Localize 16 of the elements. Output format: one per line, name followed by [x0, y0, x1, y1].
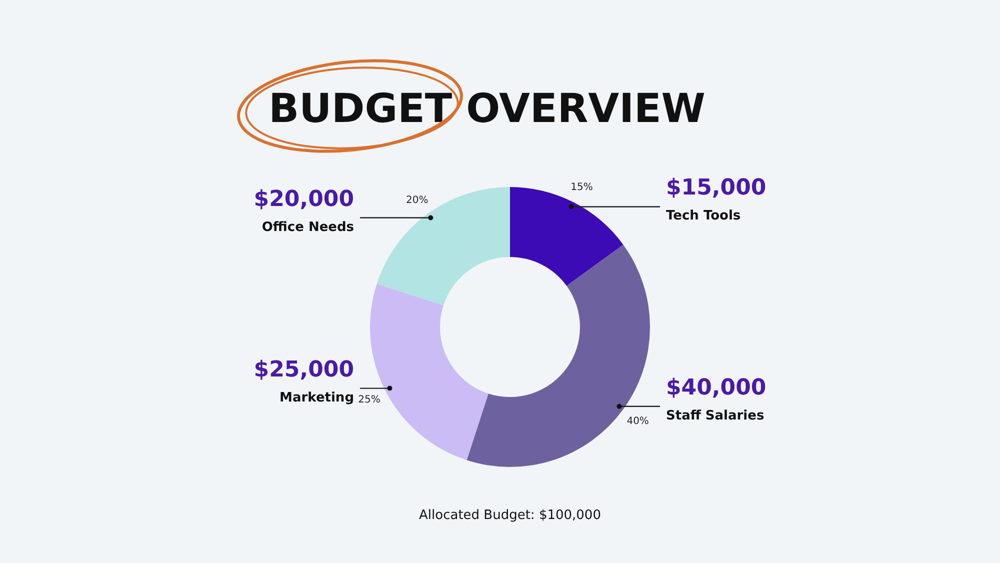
- data-label: $15,000: [666, 176, 766, 201]
- slice-label: Marketing: [280, 390, 354, 406]
- text: 40%: [626, 416, 649, 427]
- chart-title: BUDGET OVERVIEW: [268, 86, 706, 132]
- data-label: $20,000: [254, 186, 354, 212]
- slice-label: Tech Tools: [666, 208, 741, 224]
- text: 15%: [570, 182, 593, 194]
- text: 20%: [406, 195, 428, 206]
- slice-label: Staff Salaries: [666, 408, 764, 424]
- text: 25%: [358, 394, 380, 406]
- data-label: $40,000: [666, 375, 766, 400]
- text: Allocated Budget: $100,000: [419, 508, 601, 523]
- donut-slice: [376, 187, 510, 306]
- data-label: $25,000: [254, 357, 354, 382]
- slice-label: Office Needs: [262, 220, 354, 235]
- donut-slice: [466, 244, 650, 467]
